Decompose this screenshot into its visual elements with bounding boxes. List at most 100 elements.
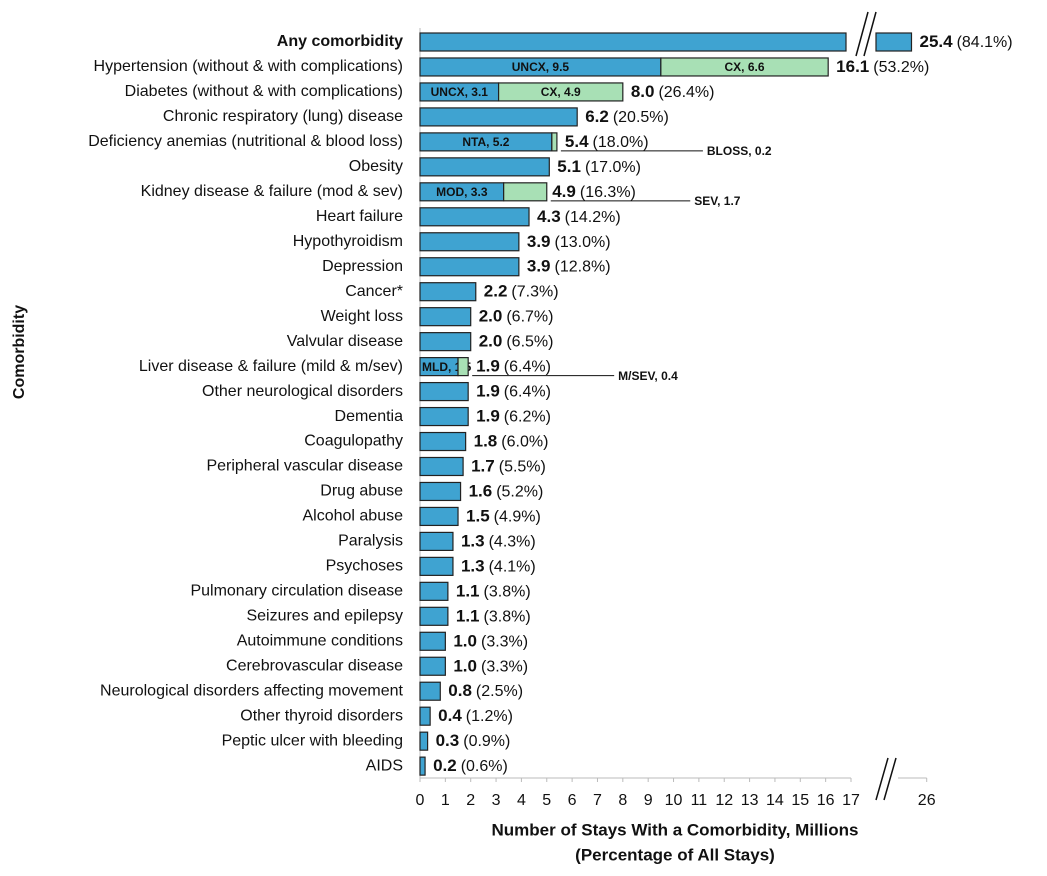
value-label: 3.9 (12.8%) — [527, 257, 611, 276]
value-number: 3.9 — [527, 232, 551, 251]
segment-label: SEV, 1.7 — [694, 194, 741, 208]
value-label: 0.4 (1.2%) — [438, 707, 513, 726]
y-tick-label: Autoimmune conditions — [237, 632, 403, 649]
value-label: 4.9 (16.3%) — [552, 182, 636, 201]
y-tick-label: Alcohol abuse — [302, 508, 403, 525]
bar — [419, 556, 454, 576]
value-percentage: (3.3%) — [481, 633, 528, 650]
value-percentage: (3.8%) — [484, 609, 531, 626]
x-tick-label: 4 — [517, 792, 526, 809]
value-number: 0.4 — [438, 707, 462, 726]
value-label: 1.3 (4.3%) — [461, 532, 536, 551]
value-label: 0.8 (2.5%) — [448, 682, 523, 701]
x-tick-label: 11 — [691, 792, 708, 809]
value-number: 5.4 — [565, 132, 589, 151]
x-tick-label: 15 — [791, 792, 809, 809]
bar — [419, 406, 469, 427]
y-tick-label: Obesity — [349, 158, 403, 175]
x-tick-label: 12 — [715, 792, 733, 809]
bar — [419, 656, 446, 676]
y-tick-label: Coagulopathy — [304, 433, 403, 450]
x-tick-label: 1 — [441, 792, 450, 809]
value-label: 5.4 (18.0%) — [565, 132, 649, 151]
value-number: 5.1 — [557, 157, 581, 176]
value-number: 2.0 — [479, 332, 503, 351]
value-label: 1.8 (6.0%) — [474, 432, 549, 451]
value-number: 0.3 — [436, 732, 460, 751]
y-tick-label: Cancer* — [345, 283, 403, 300]
x-tick-label: 9 — [644, 792, 653, 809]
value-label: 1.9 (6.4%) — [476, 382, 551, 401]
value-number: 6.2 — [585, 107, 609, 126]
x-axis-label: (Percentage of All Stays) — [575, 845, 775, 864]
segment-label: M/SEV, 0.4 — [618, 369, 678, 383]
y-tick-label: Pulmonary circulation disease — [190, 583, 403, 600]
x-tick-label: 7 — [593, 792, 602, 809]
value-percentage: (6.4%) — [504, 359, 551, 376]
value-label: 25.4 (84.1%) — [919, 32, 1012, 51]
value-percentage: (12.8%) — [555, 259, 611, 276]
bar — [419, 307, 472, 327]
bar — [419, 381, 469, 402]
y-tick-label: Peptic ulcer with bleeding — [222, 732, 403, 749]
x-tick-label: 10 — [665, 792, 683, 809]
bar — [419, 531, 454, 552]
bar-segment — [503, 182, 548, 202]
x-tick-label: 3 — [492, 792, 501, 809]
bar — [419, 157, 550, 177]
value-label: 2.0 (6.7%) — [479, 307, 554, 326]
value-number: 1.8 — [474, 432, 498, 451]
value-label: 16.1 (53.2%) — [836, 57, 929, 76]
bar — [419, 606, 449, 626]
bar-segment — [551, 132, 558, 152]
value-number: 1.9 — [476, 407, 500, 426]
bar — [419, 756, 426, 776]
y-axis-label: Comorbidity — [11, 305, 28, 399]
value-percentage: (6.5%) — [506, 334, 553, 351]
x-tick-label: 5 — [542, 792, 551, 809]
x-tick-label: 8 — [618, 792, 627, 809]
x-tick-label: 14 — [766, 792, 784, 809]
x-tick-label: 16 — [817, 792, 835, 809]
value-number: 1.5 — [466, 507, 490, 526]
x-tick-label: 0 — [416, 792, 425, 809]
value-percentage: (2.5%) — [476, 683, 523, 700]
value-percentage: (26.4%) — [658, 84, 714, 101]
y-tick-label: Seizures and epilepsy — [246, 608, 403, 625]
x-tick-label: 6 — [568, 792, 577, 809]
value-number: 0.2 — [433, 757, 457, 776]
y-tick-label: Valvular disease — [287, 333, 403, 350]
bar — [419, 631, 446, 651]
value-number: 1.6 — [469, 482, 493, 501]
value-label: 1.7 (5.5%) — [471, 457, 546, 476]
bar — [419, 506, 459, 527]
value-percentage: (53.2%) — [873, 59, 929, 76]
y-tick-label: Chronic respiratory (lung) disease — [163, 108, 403, 125]
value-label: 1.6 (5.2%) — [469, 482, 544, 501]
bar — [419, 681, 441, 701]
segment-label: CX, 4.9 — [541, 85, 581, 99]
y-tick-label: Hypertension (without & with complicatio… — [94, 58, 403, 75]
bar — [419, 207, 530, 227]
value-percentage: (84.1%) — [957, 34, 1013, 51]
y-tick-label: Peripheral vascular disease — [206, 458, 403, 475]
value-number: 2.2 — [484, 282, 508, 301]
bar — [875, 32, 913, 52]
value-number: 1.3 — [461, 532, 485, 551]
bar — [419, 731, 429, 751]
y-tick-label: Deficiency anemias (nutritional & blood … — [88, 133, 403, 150]
value-percentage: (4.1%) — [489, 559, 536, 576]
segment-label: UNCX, 9.5 — [512, 60, 570, 74]
value-percentage: (1.2%) — [466, 708, 513, 725]
y-tick-label: Cerebrovascular disease — [226, 657, 403, 674]
x-tick-label: 13 — [741, 792, 759, 809]
value-number: 1.9 — [476, 357, 500, 376]
y-tick-label: Other thyroid disorders — [240, 707, 403, 724]
value-percentage: (4.3%) — [489, 534, 536, 551]
y-tick-label: Any comorbidity — [277, 33, 403, 50]
bar — [419, 706, 431, 726]
axis-break-marks — [855, 11, 897, 801]
y-tick-label: Paralysis — [338, 533, 403, 550]
value-number: 1.1 — [456, 607, 480, 626]
